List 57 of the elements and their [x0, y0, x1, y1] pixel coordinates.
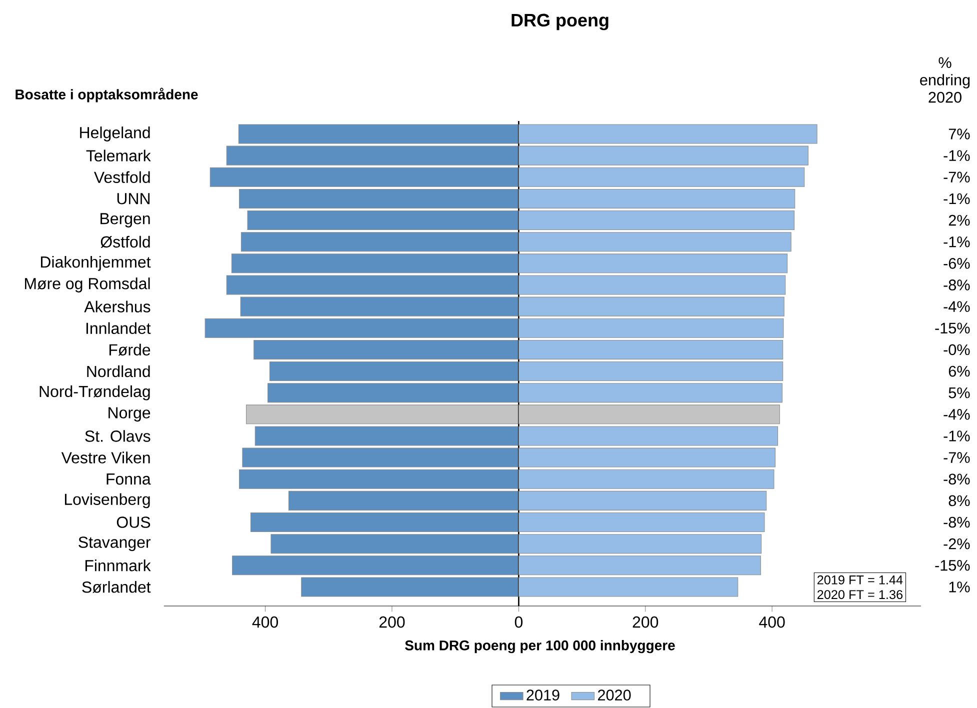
- text: -7%: [944, 172, 970, 182]
- y-tick-label: Innlandet: [86, 322, 151, 334]
- y-tick-label: Vestre Viken: [61, 452, 150, 464]
- text: -0%: [944, 344, 970, 356]
- text: 6%: [948, 366, 970, 377]
- text: -6%: [944, 258, 970, 269]
- legend-label: 2019: [526, 690, 560, 701]
- y-tick-label: Fonna: [106, 474, 151, 485]
- y-tick-label: Bergen: [100, 213, 150, 228]
- text: -8%: [944, 280, 970, 290]
- x-tick-label: 200: [379, 616, 405, 628]
- y-tick-label: Nord-Trøndelag: [40, 385, 150, 400]
- text: -2%: [944, 538, 970, 550]
- y-tick-label: Østfold: [100, 236, 150, 248]
- y-tick-label: Telemark: [86, 150, 151, 162]
- text: -4%: [944, 409, 970, 420]
- text: -15%: [935, 560, 970, 571]
- x-axis-title: Sum DRG poeng per 100 000 innbyggere: [405, 640, 675, 654]
- text: -8%: [944, 474, 970, 485]
- legend-label: 2020: [598, 690, 631, 701]
- y-tick-label: Førde: [109, 344, 150, 356]
- y-tick-label: Diakonhjemmet: [40, 256, 151, 271]
- y-tick-label: Møre og Romsdal: [25, 278, 150, 292]
- y-tick-label: Stavanger: [78, 536, 151, 552]
- y-tick-label: OUS: [116, 516, 150, 528]
- text: % endring 2020: [920, 57, 970, 103]
- annotation: 2019 FT = 1.44: [817, 575, 903, 584]
- y-tick-label: Nordland: [87, 365, 150, 378]
- y-tick-label: Helgeland: [80, 126, 150, 142]
- y-tick-label: Finnmark: [85, 560, 151, 572]
- text: -1%: [944, 430, 970, 442]
- chart-title: DRG poeng: [512, 14, 608, 30]
- text: -8%: [944, 516, 970, 528]
- text: 8%: [948, 495, 970, 506]
- y-tick-label: Norge: [108, 407, 150, 422]
- annotation: 2020 FT = 1.36: [817, 590, 903, 600]
- text: Bosatte i opptaksområdene: [16, 88, 198, 102]
- text: -15%: [935, 322, 970, 334]
- x-tick-label: 200: [632, 616, 658, 628]
- text: -7%: [944, 452, 970, 463]
- text: -4%: [944, 301, 970, 312]
- text: 1%: [949, 582, 970, 592]
- text: -1%: [944, 193, 970, 204]
- y-tick-label: Akershus: [84, 300, 150, 312]
- y-tick-label: Sørlandet: [82, 581, 151, 593]
- text: -1%: [944, 150, 970, 161]
- text: 7%: [948, 128, 970, 140]
- y-tick-label: Lovisenberg: [64, 493, 150, 508]
- text: 2%: [948, 214, 970, 226]
- x-tick-label: 400: [759, 616, 785, 628]
- x-tick-label: 400: [252, 616, 278, 628]
- y-tick-label: UNN: [117, 193, 150, 204]
- y-tick-label: Vestfold: [94, 171, 150, 184]
- x-tick-label: 0: [514, 616, 523, 628]
- y-tick-label: St. Olavs: [85, 430, 150, 442]
- text: 5%: [948, 387, 970, 398]
- text: -1%: [944, 236, 970, 248]
